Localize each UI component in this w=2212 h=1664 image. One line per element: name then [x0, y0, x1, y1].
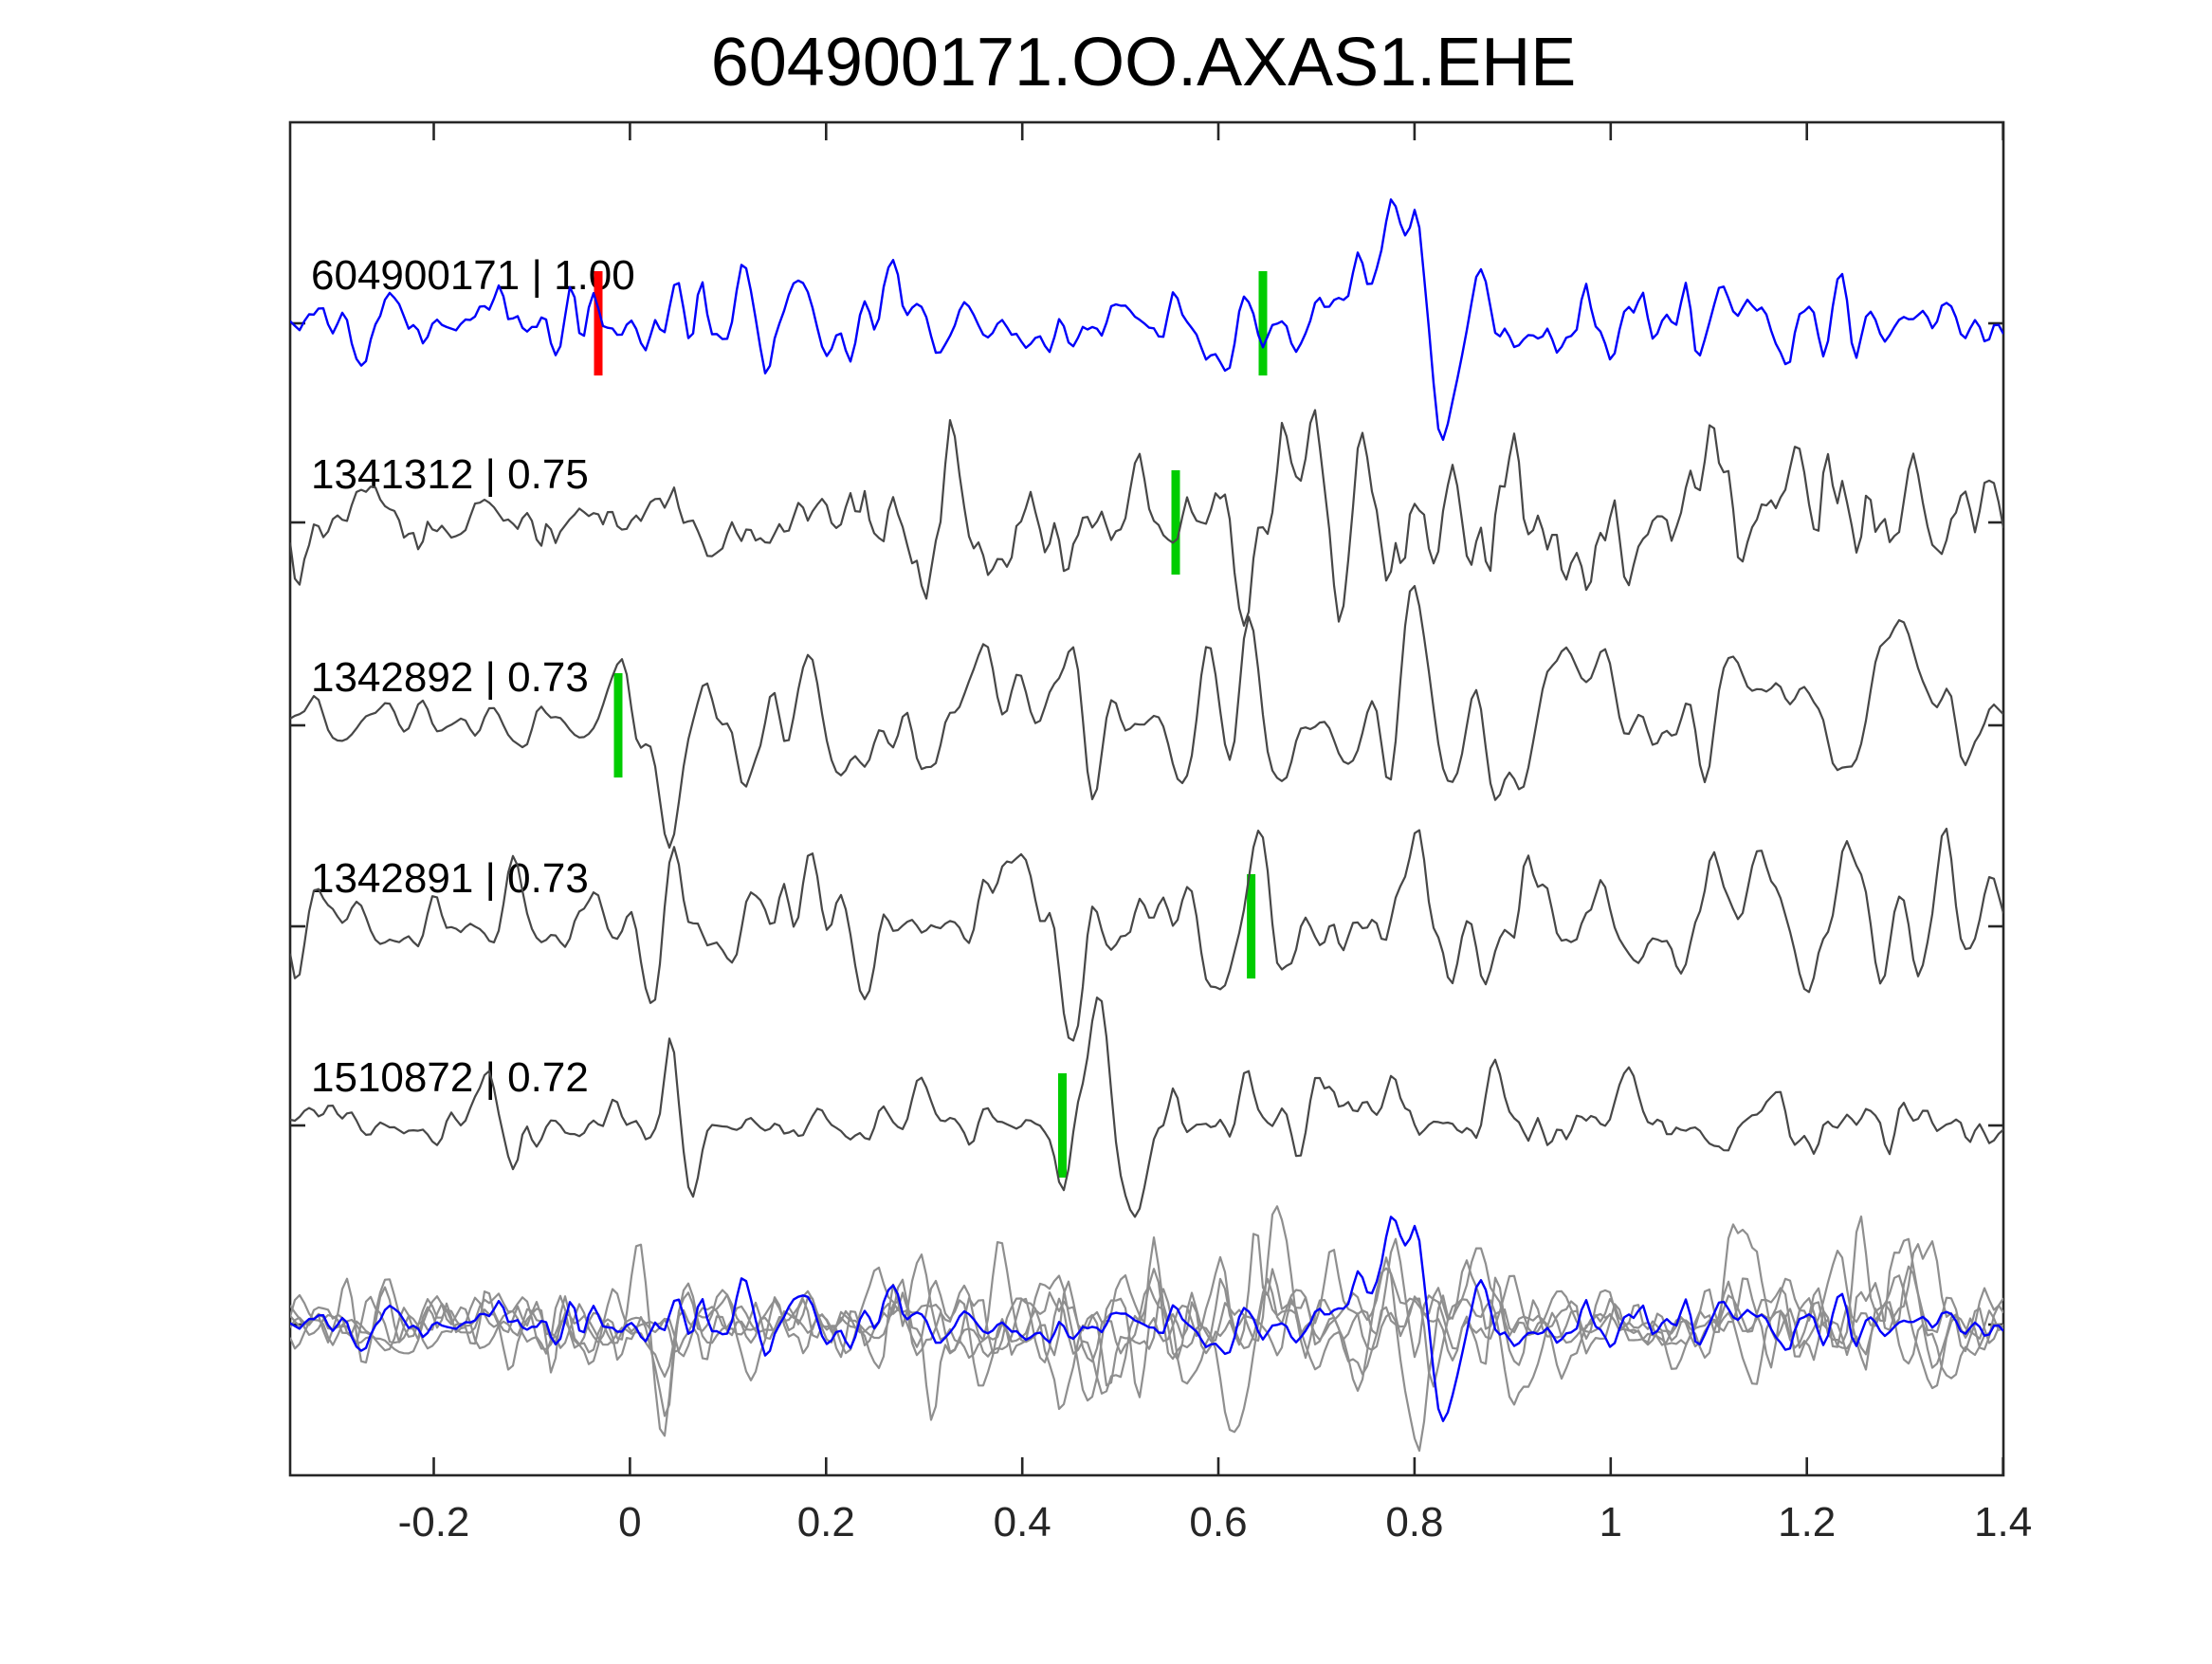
svg-text:1.2: 1.2	[1778, 1499, 1836, 1545]
svg-text:0.6: 0.6	[1189, 1499, 1247, 1545]
svg-text:604900171.OO.AXAS1.EHE: 604900171.OO.AXAS1.EHE	[711, 25, 1577, 101]
svg-text:1510872 | 0.72: 1510872 | 0.72	[311, 1054, 589, 1101]
svg-text:604900171 | 1.00: 604900171 | 1.00	[311, 252, 635, 299]
svg-text:0: 0	[618, 1499, 641, 1545]
svg-text:1: 1	[1600, 1499, 1622, 1545]
svg-text:0.2: 0.2	[797, 1499, 855, 1545]
svg-text:1341312 | 0.75: 1341312 | 0.75	[311, 451, 589, 498]
svg-text:-0.2: -0.2	[398, 1499, 470, 1545]
svg-text:1342892 | 0.73: 1342892 | 0.73	[311, 654, 589, 701]
svg-text:1.4: 1.4	[1974, 1499, 2032, 1545]
svg-text:1342891 | 0.73: 1342891 | 0.73	[311, 855, 589, 902]
svg-text:0.4: 0.4	[994, 1499, 1051, 1545]
svg-text:0.8: 0.8	[1385, 1499, 1443, 1545]
